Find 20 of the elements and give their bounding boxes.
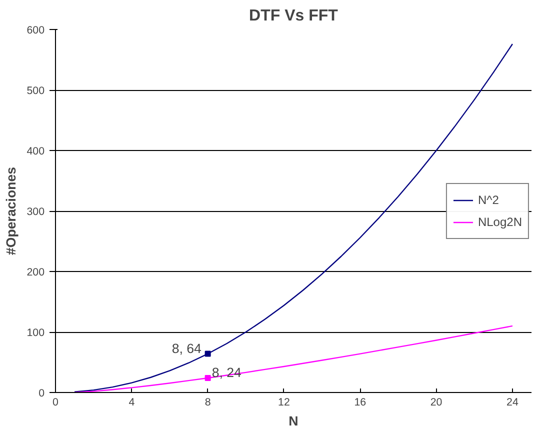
y-tick-label: 400	[26, 146, 45, 158]
legend-label: N^2	[478, 192, 499, 206]
x-tick-label: 8	[204, 396, 211, 408]
x-tick-label: 4	[128, 396, 135, 408]
legend-label: NLog2N	[478, 214, 522, 228]
x-tick-label: 16	[354, 396, 366, 408]
y-axis-title: #Operaciones	[4, 166, 19, 256]
y-tick-label: 0	[38, 388, 45, 400]
y-tick-label: 500	[26, 85, 45, 97]
x-axis-title: N	[288, 414, 298, 428]
chart-title: DTF Vs FFT	[249, 8, 338, 24]
y-tick-label: 100	[26, 327, 45, 339]
x-tick-label: 20	[430, 396, 442, 408]
annotation: 8, 64	[172, 340, 202, 356]
x-tick-label: 12	[278, 396, 290, 408]
x-tick-label: 24	[506, 396, 518, 408]
y-tick-label: 600	[26, 24, 45, 36]
y-tick-label: 200	[26, 266, 45, 278]
y-tick-label: 300	[26, 206, 45, 218]
x-tick-label: 0	[52, 396, 59, 408]
